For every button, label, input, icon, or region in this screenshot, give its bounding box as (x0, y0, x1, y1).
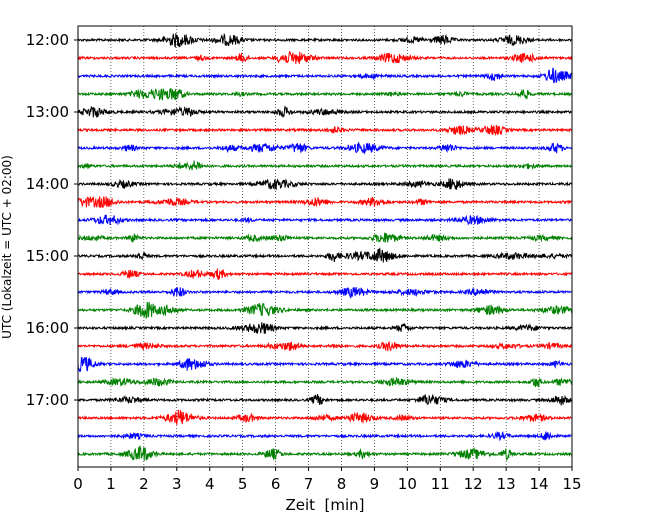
plot-background (78, 26, 572, 467)
trace-line (77, 141, 573, 155)
x-tick-label: 2 (139, 475, 149, 493)
x-tick-label: 8 (337, 475, 347, 493)
x-tick-label: 0 (73, 475, 83, 493)
trace-line (77, 445, 573, 462)
x-axis-label: Zeit [min] (285, 496, 364, 514)
trace-line (77, 232, 573, 243)
x-tick-label: 5 (238, 475, 248, 493)
x-axis: 0 1 2 3 4 5 6 7 8 9 10 11 12 13 14 15 (73, 467, 582, 493)
trace-line (77, 394, 573, 406)
x-tick-label: 6 (271, 475, 281, 493)
trace-line (77, 430, 573, 442)
trace-line (77, 124, 573, 137)
y-tick-label: 15:00 (26, 247, 69, 265)
trace-line (77, 376, 573, 389)
trace-line (77, 67, 573, 84)
x-tick-label: 12 (464, 475, 483, 493)
trace-line (77, 87, 573, 101)
x-tick-label: 4 (205, 475, 215, 493)
y-axis: 12:00 13:00 14:00 15:00 16:00 17:00 (26, 31, 78, 409)
trace-line (77, 247, 573, 263)
trace-line (77, 409, 573, 425)
y-axis-label: UTC (Lokalzeit = UTC + 02:00) (0, 155, 14, 339)
plot-frame (77, 25, 573, 468)
trace-line (77, 286, 573, 299)
trace-line (77, 322, 573, 334)
trace-line (77, 32, 573, 49)
x-tick-label: 15 (562, 475, 581, 493)
x-tick-label: 14 (530, 475, 549, 493)
trace-line (77, 105, 573, 118)
y-tick-label: 16:00 (26, 319, 69, 337)
y-tick-label: 17:00 (26, 391, 69, 409)
trace-line (77, 301, 573, 319)
x-tick-label: 1 (106, 475, 116, 493)
trace-line (77, 51, 573, 65)
trace-line (77, 160, 573, 171)
x-tick-label: 3 (172, 475, 182, 493)
x-tick-label: 9 (370, 475, 380, 493)
x-tick-label: 13 (497, 475, 516, 493)
trace-line (77, 341, 573, 352)
trace-line (77, 196, 573, 209)
trace-line (77, 178, 573, 191)
y-tick-label: 13:00 (26, 103, 69, 121)
trace-line (77, 356, 573, 373)
traces (77, 32, 573, 462)
y-tick-label: 14:00 (26, 175, 69, 193)
trace-line (77, 268, 573, 281)
y-tick-label: 12:00 (26, 31, 69, 49)
x-tick-label: 10 (398, 475, 417, 493)
x-tick-label: 7 (304, 475, 314, 493)
trace-line (77, 214, 573, 226)
x-tick-label: 11 (431, 475, 450, 493)
